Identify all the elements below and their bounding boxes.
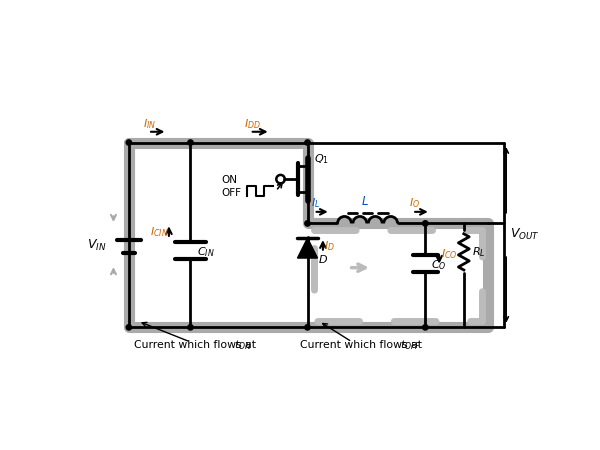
Text: $V_{OUT}$: $V_{OUT}$: [510, 227, 540, 243]
Text: OFF: OFF: [221, 188, 241, 198]
Text: $I_{DD}$: $I_{DD}$: [244, 117, 261, 131]
Text: Current which flows at: Current which flows at: [134, 340, 260, 350]
Text: $I_{IN}$: $I_{IN}$: [143, 117, 157, 131]
Text: ON: ON: [221, 176, 237, 185]
Circle shape: [188, 140, 193, 145]
Circle shape: [305, 140, 310, 145]
Circle shape: [305, 324, 310, 330]
Text: $C_{IN}$: $C_{IN}$: [197, 245, 214, 259]
Text: $D$: $D$: [318, 252, 328, 265]
Circle shape: [422, 324, 428, 330]
Polygon shape: [298, 238, 317, 258]
Text: $I_{CIN}$: $I_{CIN}$: [151, 225, 169, 239]
Text: $Q_1$: $Q_1$: [314, 153, 329, 166]
Circle shape: [188, 324, 193, 330]
Circle shape: [305, 220, 310, 226]
Circle shape: [126, 324, 131, 330]
Text: $I_O$: $I_O$: [409, 197, 420, 210]
Circle shape: [126, 140, 131, 145]
Text: $I_L$: $I_L$: [311, 197, 320, 210]
Text: $C_O$: $C_O$: [431, 258, 447, 272]
Text: $I_{CO}$: $I_{CO}$: [441, 248, 457, 261]
Text: $L$: $L$: [361, 195, 368, 208]
Text: $R_L$: $R_L$: [472, 245, 485, 259]
Text: Current which flows at: Current which flows at: [300, 340, 425, 350]
Text: $I_D$: $I_D$: [325, 239, 335, 253]
Text: $t_{OFF}$: $t_{OFF}$: [400, 338, 421, 352]
Text: $V_{IN}$: $V_{IN}$: [87, 238, 106, 252]
Circle shape: [422, 220, 428, 226]
Text: $t_{ON}$: $t_{ON}$: [235, 338, 252, 352]
